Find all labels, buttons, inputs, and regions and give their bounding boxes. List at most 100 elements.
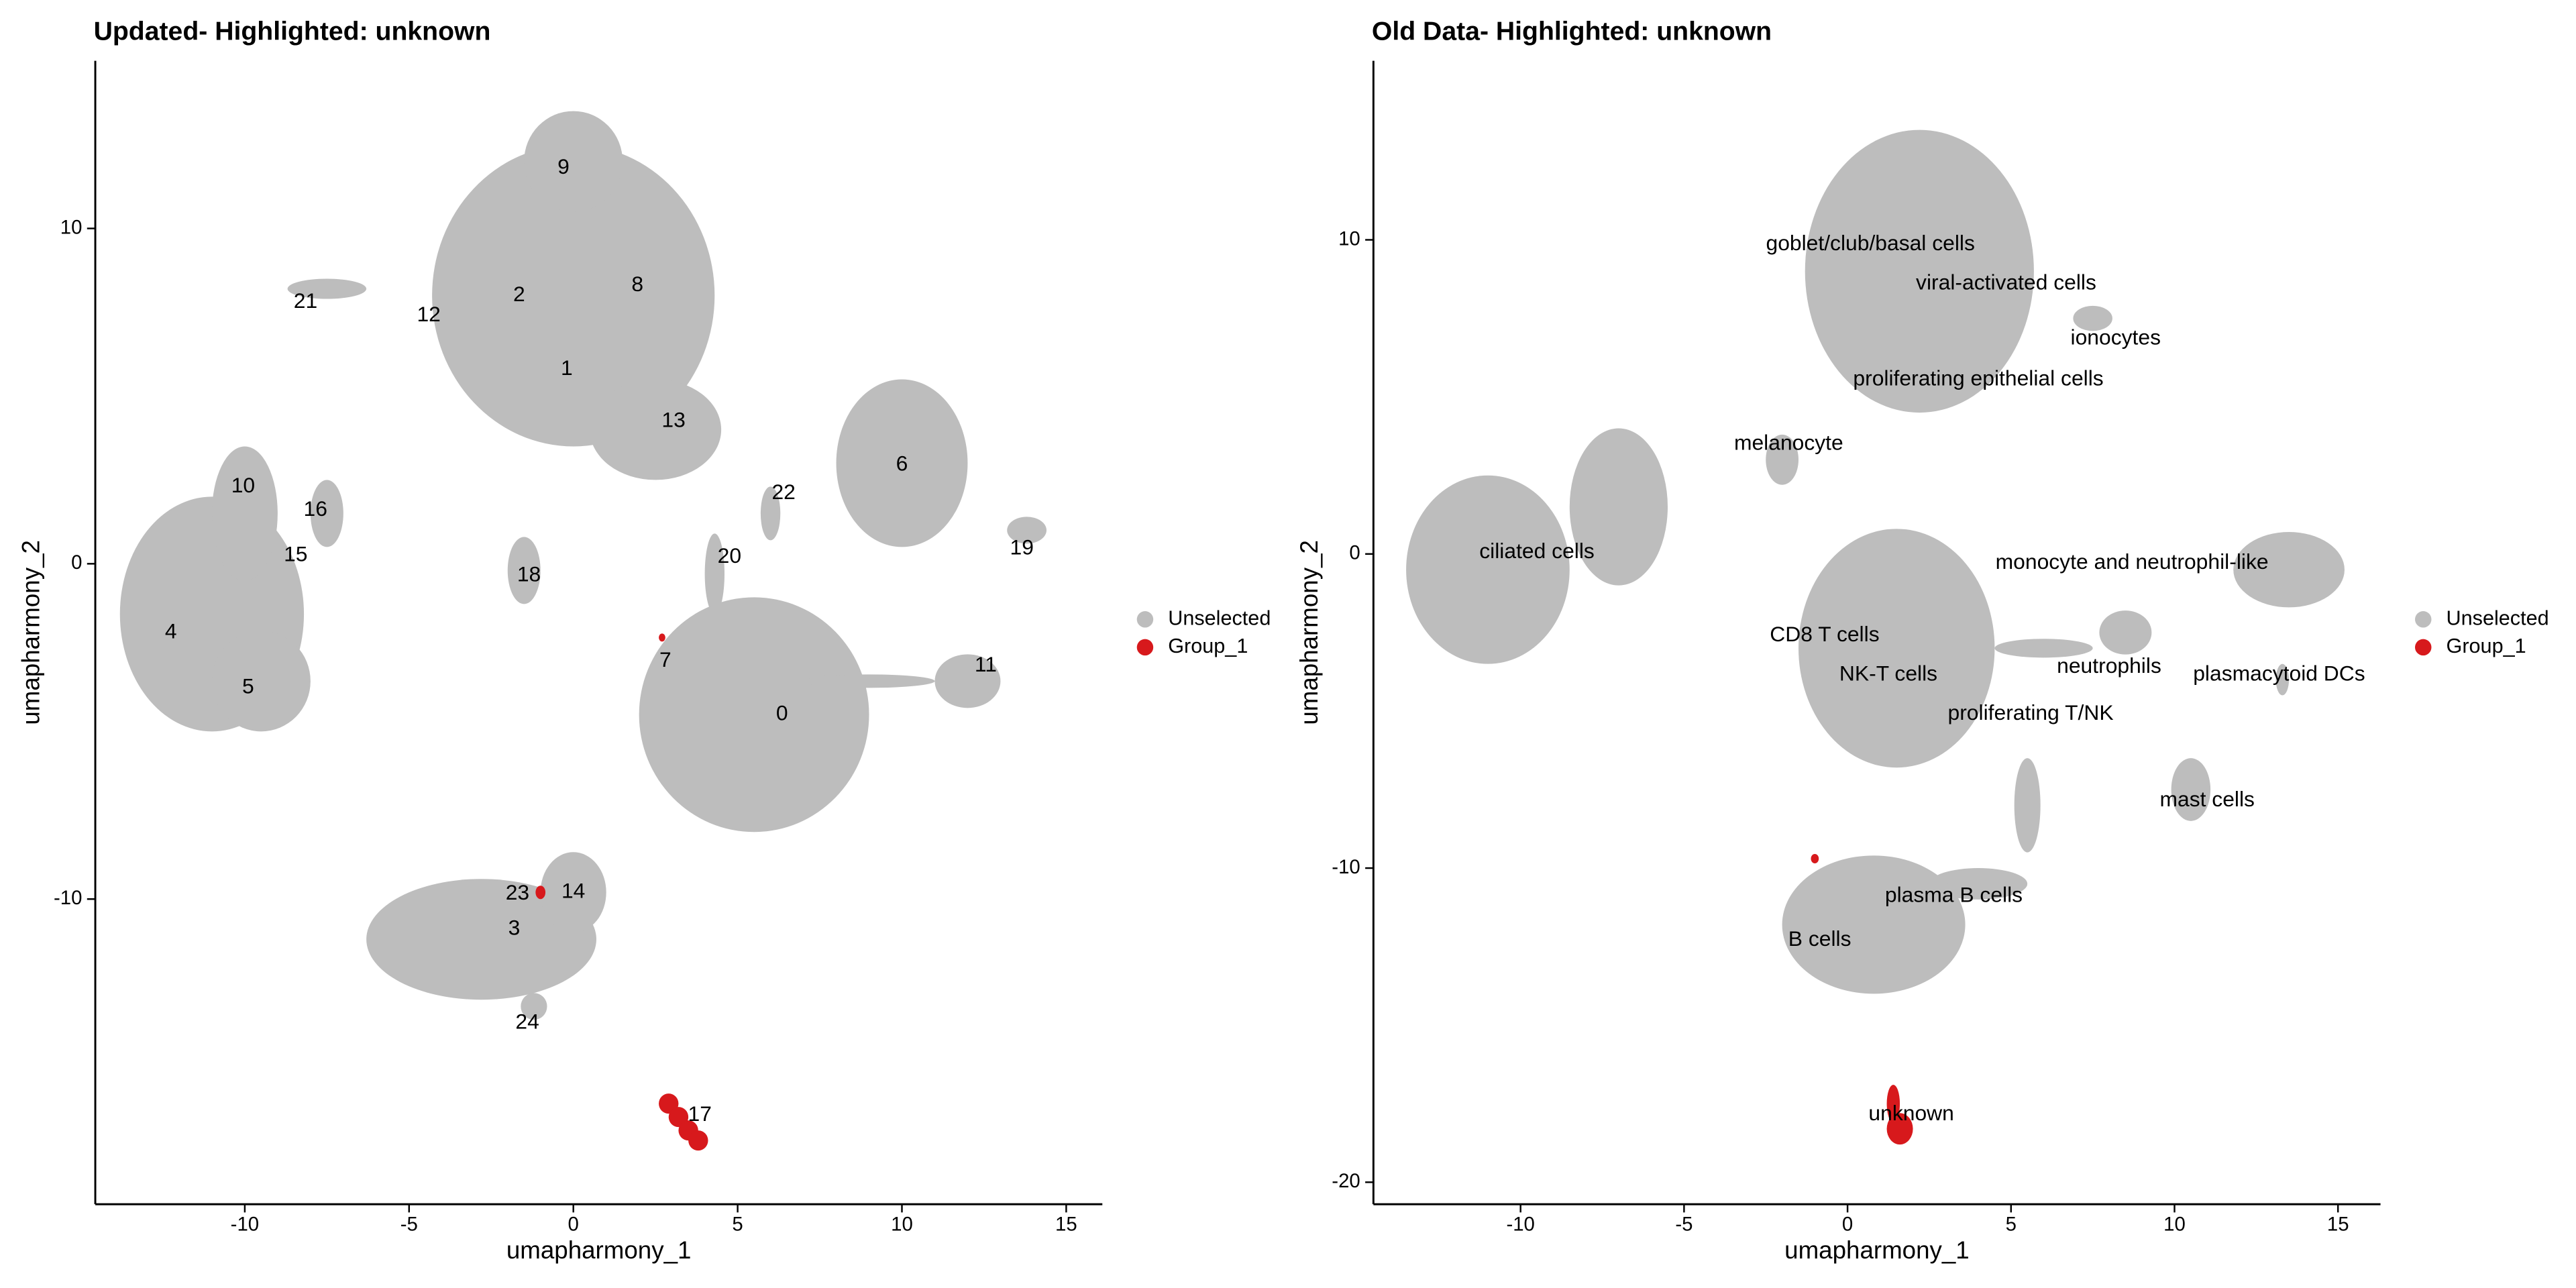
cluster-label: 10 [231, 473, 255, 497]
y-tick-label: 0 [71, 551, 82, 574]
cell-cluster [934, 654, 1001, 708]
cell-cluster [521, 993, 547, 1020]
legend-label: Group_1 [2447, 635, 2526, 657]
cluster-label: neutrophils [2057, 653, 2161, 678]
cell-cluster [2233, 532, 2345, 608]
cluster-label: unknown [1868, 1101, 1953, 1125]
cluster-label: NK-T cells [1839, 661, 1937, 685]
cluster-label: 14 [561, 879, 585, 903]
cluster-label: 2 [513, 282, 525, 306]
cell-cluster [760, 486, 781, 541]
cell-cluster [2275, 663, 2290, 696]
cell-cluster [310, 480, 343, 547]
cluster-label: ionocytes [2071, 325, 2161, 349]
cell-cluster [1766, 434, 1799, 485]
cell-cluster [590, 379, 722, 480]
cluster-label: goblet/club/basal cells [1766, 231, 1975, 255]
x-tick-label: 0 [1842, 1214, 1853, 1236]
cluster-label: 20 [718, 543, 741, 568]
legend-key [1136, 611, 1154, 628]
cluster-label: 11 [975, 652, 997, 676]
x-tick-label: -5 [1675, 1214, 1693, 1236]
cluster-label: 3 [508, 916, 521, 940]
cell-cluster [540, 852, 606, 933]
cell-cluster [211, 631, 311, 732]
legend-label: Unselected [1168, 606, 1271, 629]
cluster-label: 22 [771, 480, 795, 504]
cell-cluster [1811, 853, 1819, 864]
cluster-label: 17 [688, 1102, 712, 1126]
x-tick-label: -10 [1506, 1214, 1534, 1236]
cell-cluster [2099, 610, 2152, 655]
cluster-label: 5 [242, 674, 254, 698]
cell-cluster [1886, 1113, 1913, 1145]
cell-cluster [524, 111, 623, 212]
cell-cluster [366, 879, 596, 1000]
y-tick-label: 0 [1349, 542, 1360, 564]
cluster-label: viral-activated cells [1916, 270, 2096, 294]
cluster-label: 19 [1010, 535, 1034, 559]
cluster-label: CD8 T cells [1770, 622, 1879, 646]
cluster-label: 0 [776, 701, 788, 725]
legend-label: Group_1 [1168, 635, 1248, 657]
series [1406, 129, 2345, 994]
cluster-label: 6 [896, 451, 908, 475]
cluster-label: proliferating epithelial cells [1853, 366, 2103, 390]
x-axis-title: umapharmony_1 [1784, 1236, 1970, 1264]
legend-label: Unselected [2447, 606, 2549, 629]
cluster-label: mast cells [2159, 787, 2255, 811]
chart-title: Old Data- Highlighted: unknown [1372, 17, 1772, 46]
cluster-label: ciliated cells [1479, 539, 1595, 563]
cell-cluster [639, 597, 869, 833]
x-tick-label: -10 [231, 1214, 259, 1236]
cell-cluster [1805, 129, 2034, 413]
cluster-label: 21 [294, 288, 317, 313]
cluster-label: B cells [1788, 926, 1851, 951]
cell-cluster [1782, 855, 1966, 994]
cluster-label: 12 [417, 302, 440, 326]
x-tick-label: -5 [400, 1214, 418, 1236]
legend-key [2415, 639, 2432, 656]
cluster-label: plasmacytoid DCs [2193, 661, 2365, 685]
cell-cluster [1886, 1085, 1900, 1123]
cell-cluster [1406, 475, 1570, 664]
x-tick-label: 10 [891, 1214, 913, 1236]
cell-cluster [507, 537, 541, 604]
cell-cluster [688, 1130, 708, 1151]
cell-cluster [1007, 517, 1046, 544]
cell-cluster [287, 278, 367, 299]
y-tick-label: -10 [54, 887, 82, 909]
y-tick-label: 10 [60, 216, 83, 238]
cell-cluster [803, 674, 935, 688]
x-tick-label: 10 [2163, 1214, 2186, 1236]
y-axis-title: umapharmony_2 [1295, 540, 1323, 725]
cluster-label: plasma B cells [1885, 883, 2023, 907]
cell-cluster [2014, 758, 2041, 853]
x-tick-label: 15 [2327, 1214, 2349, 1236]
cluster-label: 15 [284, 541, 307, 566]
x-tick-label: 5 [2006, 1214, 2017, 1236]
cluster-label: 1 [561, 356, 573, 380]
cluster-label: monocyte and neutrophil-like [1996, 549, 2269, 574]
x-axis-title: umapharmony_1 [506, 1236, 692, 1264]
y-tick-label: -20 [1332, 1170, 1360, 1192]
x-tick-label: 15 [1055, 1214, 1077, 1236]
cluster-label: 18 [517, 561, 541, 586]
y-tick-label: 10 [1338, 227, 1360, 250]
cell-cluster [211, 446, 278, 581]
cell-cluster [2171, 758, 2211, 821]
cell-cluster [1569, 428, 1668, 586]
y-axis-title: umapharmony_2 [17, 540, 45, 725]
y-tick-label: -10 [1332, 856, 1360, 878]
cluster-label: 16 [304, 496, 327, 521]
x-tick-label: 0 [568, 1214, 579, 1236]
series [1811, 853, 1913, 1145]
cell-cluster [659, 633, 665, 642]
cell-cluster [1994, 639, 2093, 658]
cluster-label: 4 [165, 619, 177, 643]
cluster-label: 13 [661, 407, 685, 431]
cell-cluster [432, 144, 715, 447]
series [535, 633, 708, 1151]
